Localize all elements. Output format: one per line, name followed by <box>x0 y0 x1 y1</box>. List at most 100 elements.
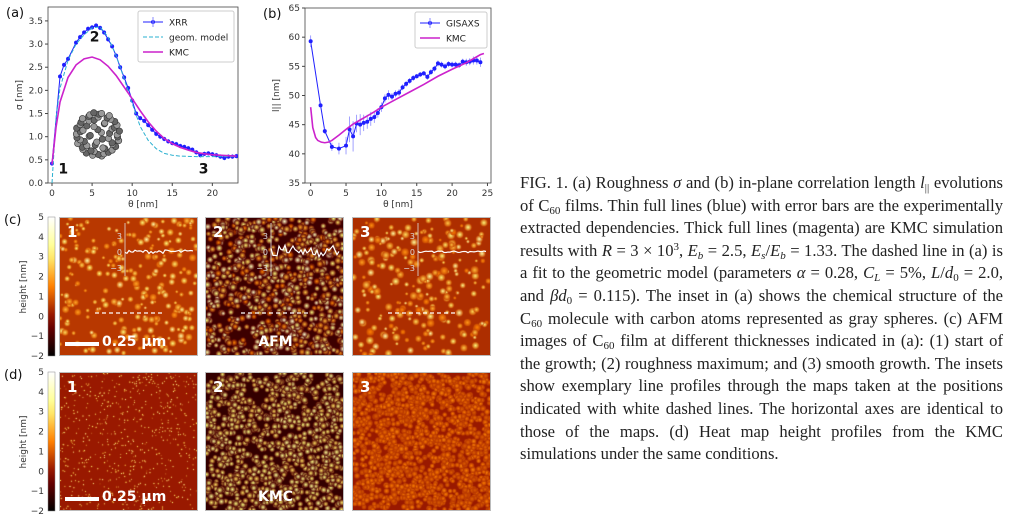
afm-map-2: 2 AFM 3 0 −3 <box>205 217 344 356</box>
series-line-kmc <box>51 56 237 165</box>
map-number: 1 <box>67 223 78 241</box>
colorbar-tick: 0 <box>38 312 44 322</box>
caption-text: = 0.115). The inset in (a) shows the che… <box>520 285 1003 328</box>
data-point <box>351 134 356 139</box>
data-point <box>453 62 458 67</box>
inset-tick-label: 0 <box>410 248 415 257</box>
kmc-map-2: 2 KMC <box>205 372 344 511</box>
data-point <box>411 76 416 80</box>
afm-map-3: 3 3 0 −3 <box>352 217 491 356</box>
data-point <box>418 72 423 77</box>
caption-text: 0 <box>566 294 573 307</box>
data-point <box>450 62 455 67</box>
colorbar-tick: 4 <box>38 388 44 398</box>
y-tick-label: 2.5 <box>29 63 43 73</box>
inset-tick-label: −3 <box>110 264 122 273</box>
colorbar-tick: −1 <box>31 487 44 497</box>
data-point <box>478 60 483 65</box>
colorbar: 5 4 3 2 1 0 −1 −2 height [nm] (c) <box>4 213 56 362</box>
legend-entry: GISAXS <box>446 20 480 30</box>
data-point <box>432 66 437 71</box>
caption-text: || <box>924 182 930 194</box>
colorbar-tick: −2 <box>31 507 44 517</box>
caption-text: FIG. 1. (a) Roughness <box>520 173 674 192</box>
caption-text: = 2.5, <box>703 240 752 260</box>
line-profile-inset: 3 0 −3 <box>95 223 194 314</box>
data-point <box>365 119 370 124</box>
kmc-label: KMC <box>257 489 294 505</box>
afm-map-1: 1 0.25 μm 3 0 −3 <box>59 217 198 356</box>
colorbar-tick: 3 <box>38 253 44 263</box>
inset-tick-label: 3 <box>410 232 415 241</box>
data-point <box>375 111 380 115</box>
map-number: 3 <box>360 378 371 396</box>
panel-label: (a) <box>6 6 24 21</box>
y-tick-label: 55 <box>289 62 300 72</box>
data-point <box>372 115 377 120</box>
caption-text: 60 <box>603 340 615 353</box>
data-point <box>329 144 334 149</box>
colorbar-tick: 2 <box>38 273 44 283</box>
caption-text: / <box>940 263 945 283</box>
data-point <box>361 120 366 125</box>
height-map-image <box>353 373 490 510</box>
caption-text: evolutions of C <box>520 173 1003 215</box>
caption-text: 0 <box>953 272 959 285</box>
inset-tick-label: 3 <box>263 232 268 241</box>
colorbar-tick: 1 <box>38 447 44 457</box>
y-axis-label: l|| [nm] <box>272 79 282 112</box>
data-point <box>397 90 402 95</box>
data-point <box>322 129 327 134</box>
map-number: 2 <box>213 223 224 241</box>
legend-entry: geom. model <box>169 34 228 44</box>
line-profile <box>124 249 194 255</box>
y-tick-label: 1.0 <box>29 133 44 143</box>
data-point <box>110 44 115 49</box>
x-axis-label: θ [nm] <box>128 200 158 210</box>
y-tick-label: 1.5 <box>29 110 43 120</box>
data-point <box>425 74 430 79</box>
x-tick-label: 20 <box>207 189 219 199</box>
map-number: 3 <box>360 223 371 241</box>
caption-text: molecule with carbon atoms represented a… <box>520 308 1003 351</box>
height-map-image <box>206 218 343 355</box>
x-tick-label: 20 <box>446 189 458 199</box>
map-number: 2 <box>213 378 224 396</box>
x-tick-label: 0 <box>49 189 55 199</box>
point-annotation: 1 <box>58 162 68 178</box>
chart-b: 0 5 10 15 20 25 35 40 45 50 55 60 65 θ [nm] l|| [nm] (b… <box>263 4 493 210</box>
point-annotation: 2 <box>90 30 100 46</box>
caption-text: E <box>687 240 698 260</box>
colorbar-tick: 5 <box>38 213 44 223</box>
x-tick-label: 25 <box>482 189 493 199</box>
data-point <box>142 118 147 123</box>
caption-text: = 3 × 10 <box>611 240 674 260</box>
y-tick-label: 60 <box>289 33 301 43</box>
x-tick-label: 10 <box>126 189 138 199</box>
colorbar-tick: 3 <box>38 408 44 418</box>
panel-label: (b) <box>263 7 281 22</box>
data-point <box>368 116 373 121</box>
inset-tick-label: 3 <box>117 232 122 241</box>
height-map-image <box>206 373 343 510</box>
y-axis-label: σ [nm] <box>15 80 25 110</box>
colorbar-tick: 2 <box>38 428 44 438</box>
data-point <box>386 92 391 97</box>
caption-text: E <box>751 240 762 260</box>
caption-text: l <box>920 173 925 192</box>
scale-bar-label: 0.25 μm <box>102 334 167 350</box>
caption-text: d <box>944 263 954 283</box>
x-tick-label: 15 <box>411 189 422 199</box>
caption-text: C <box>863 263 875 283</box>
data-point <box>389 94 394 99</box>
colorbar-tick: 0 <box>38 467 44 477</box>
colorbar-tick: −2 <box>31 352 44 362</box>
caption-text: 60 <box>531 317 543 330</box>
caption-text: b <box>780 249 786 262</box>
y-tick-label: 45 <box>289 121 300 131</box>
caption-text: / <box>765 240 771 260</box>
legend-entry: KMC <box>446 35 466 45</box>
caption-text: R <box>601 240 612 260</box>
chart-a: 0 5 10 15 20 0.0 0.5 1.0 1.5 2.0 2.5 3.0 3.5 θ [nm] σ … <box>6 6 239 210</box>
map-number: 1 <box>67 378 78 396</box>
